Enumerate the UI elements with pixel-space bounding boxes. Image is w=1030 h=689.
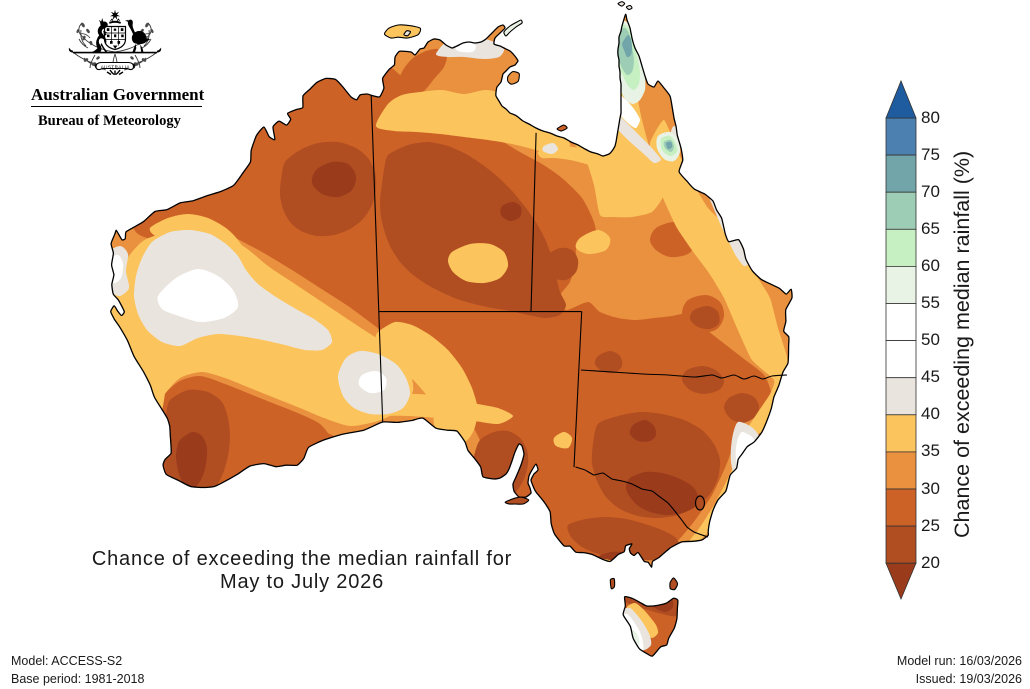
svg-text:AUSTRALIA: AUSTRALIA [101,65,131,70]
